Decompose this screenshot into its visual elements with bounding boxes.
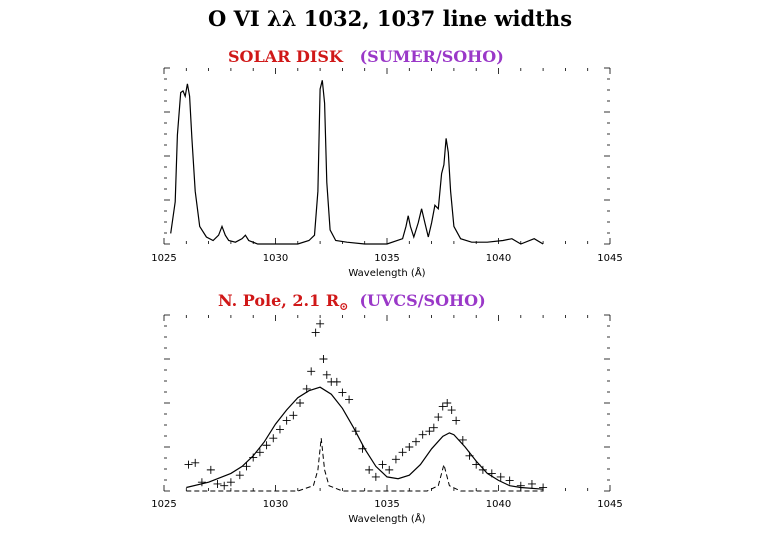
data-point [487, 469, 496, 478]
panel2-label-red: N. Pole, 2.1 R [218, 291, 340, 310]
data-point [302, 384, 311, 393]
data-point [418, 430, 427, 439]
data-point [378, 460, 387, 469]
panel-1: 1025 1030 1035 1040 1045 Wavelength (Å) [151, 67, 623, 279]
data-point [496, 472, 505, 481]
data-point [425, 427, 434, 436]
data-point [191, 458, 200, 467]
data-point [458, 435, 467, 444]
panel1-label: SOLAR DISK (SUMER/SOHO) [228, 47, 504, 66]
data-point [391, 455, 400, 464]
data-point [322, 370, 331, 379]
data-point [197, 478, 206, 487]
data-point [226, 478, 235, 487]
panel-2: 1025 1030 1035 1040 1045 Wavelength (Å) [151, 314, 623, 525]
data-point [311, 328, 320, 337]
data-point [307, 367, 316, 376]
data-point [465, 451, 474, 460]
panel2-label-purple: (UVCS/SOHO) [359, 291, 486, 310]
data-point [184, 460, 193, 469]
data-point [358, 444, 367, 453]
data-point [235, 471, 244, 480]
x-tick-label: 1030 [263, 499, 288, 510]
data-point [398, 448, 407, 457]
x-tick-label: 1045 [597, 253, 622, 264]
data-point [242, 462, 251, 471]
data-point [447, 406, 456, 415]
panel2-label-sun-symbol: ⊙ [339, 300, 349, 314]
data-point [516, 481, 525, 490]
data-point [472, 460, 481, 469]
data-point [255, 448, 264, 457]
data-point [438, 402, 447, 411]
data-point [365, 465, 374, 474]
data-point [452, 416, 461, 425]
data-point [316, 319, 325, 328]
data-point [405, 443, 414, 451]
data-point [332, 377, 341, 386]
data-point [527, 479, 536, 488]
instrumental-profile-line [186, 438, 544, 492]
x-tick-label: 1025 [151, 253, 176, 264]
data-point [351, 427, 360, 436]
data-point [282, 416, 291, 425]
data-markers [184, 319, 548, 492]
x-tick-label: 1035 [374, 253, 399, 264]
x-axis-label: Wavelength (Å) [348, 266, 425, 279]
fit-line [170, 80, 544, 245]
data-point [269, 434, 278, 443]
data-point [213, 479, 222, 488]
x-tick-label: 1030 [263, 253, 288, 264]
figure-title: O VI λλ 1032, 1037 line widths [207, 6, 573, 31]
data-point [262, 441, 271, 450]
panel1-label-red: SOLAR DISK [228, 47, 343, 66]
data-point [505, 476, 514, 485]
data-point [296, 399, 305, 407]
x-tick-label: 1035 [374, 499, 399, 510]
data-point [220, 481, 229, 490]
x-tick-label: 1040 [486, 253, 511, 264]
data-point [338, 388, 347, 397]
data-point [319, 355, 328, 363]
data-point [249, 453, 258, 462]
data-point [411, 437, 420, 446]
data-point [345, 395, 354, 404]
data-point [371, 472, 380, 481]
data-point [206, 465, 215, 474]
data-point [385, 465, 394, 474]
data-point [429, 423, 438, 432]
x-tick-label: 1025 [151, 499, 176, 510]
data-point [539, 483, 548, 492]
panel2-label: N. Pole, 2.1 R⊙ (UVCS/SOHO) [218, 291, 486, 313]
data-point [275, 425, 284, 434]
panel1-label-purple: (SUMER/SOHO) [359, 47, 504, 66]
data-point [443, 399, 452, 407]
data-point [478, 465, 487, 474]
data-point [289, 411, 298, 420]
data-point [434, 413, 443, 422]
x-axis-label: Wavelength (Å) [348, 512, 425, 525]
x-tick-label: 1040 [486, 499, 511, 510]
x-tick-label: 1045 [597, 499, 622, 510]
